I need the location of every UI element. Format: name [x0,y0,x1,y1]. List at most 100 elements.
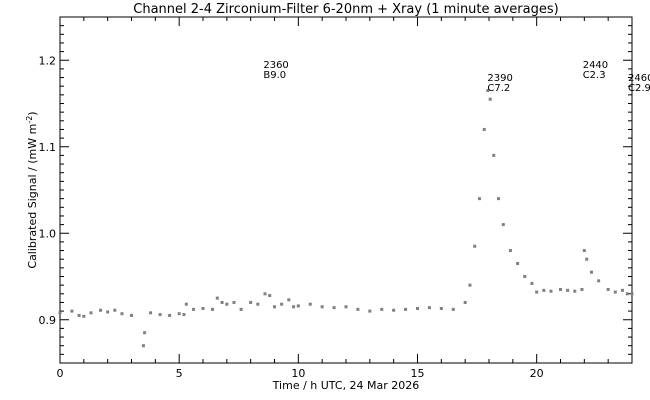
data-point [149,311,153,315]
data-point [380,307,384,311]
y-tick-label: 0.9 [39,314,57,327]
annotation-event-number: 2440 [583,60,608,71]
data-point [268,294,272,298]
data-point [82,314,86,318]
data-point [368,309,372,313]
data-point [191,307,195,311]
annotation-flare-class: C2.3 [583,70,606,81]
data-point [308,302,312,306]
data-point [404,307,408,311]
data-point [296,304,300,308]
annotation-event-number: 2460 [628,73,650,84]
data-point [439,307,443,311]
data-point [486,89,490,93]
data-point [630,292,634,296]
data-point [488,97,492,101]
data-point [516,262,520,266]
y-axis-label-superscript: -2 [25,116,34,124]
data-point [99,308,103,312]
x-tick-label: 5 [176,367,183,380]
data-point [220,300,224,304]
data-point [589,270,593,274]
y-tick-label: 1.0 [39,227,57,240]
x-tick-label: 15 [411,367,425,380]
chart-title: Channel 2-4 Zirconium-Filter 6-20nm + Xr… [133,2,558,17]
data-point [158,313,162,317]
data-point [168,313,172,317]
data-point [613,290,617,294]
data-point [508,249,512,253]
data-point [582,249,586,253]
data-point [344,305,348,309]
data-point [597,279,601,283]
data-point [535,290,539,294]
annotation-flare-class: C7.2 [487,83,510,94]
annotation-flare-class: B9.0 [263,70,286,81]
data-point [497,197,501,201]
data-point [523,275,527,278]
y-axis-label-close: ) [26,111,39,115]
data-point [143,331,147,335]
data-point [141,344,145,348]
data-point [566,288,570,292]
data-point [549,289,553,293]
x-tick-label: 0 [57,367,64,380]
annotation-event-number: 2390 [487,73,512,84]
annotation-flare-class: C2.9 [628,83,650,94]
y-axis-label-main: Calibrated Signal / (mW m [26,124,39,269]
data-point [320,305,324,309]
y-axis-ticks: 0.9 1.0 1.1 1.2 [39,16,632,364]
data-point [120,312,124,316]
data-point [482,127,486,131]
data-point [473,244,477,248]
data-point [463,300,467,304]
data-point [416,307,419,311]
x-axis-label: Time / h UTC, 24 Mar 2026 [272,379,420,392]
plot-frame [59,16,633,364]
data-point [201,307,205,311]
x-tick-label: 20 [530,367,544,380]
data-point [58,311,62,315]
data-point [585,257,589,261]
data-point [113,308,117,312]
data-point [620,288,624,292]
data-point [211,307,215,311]
data-point [530,281,534,285]
data-point [392,308,396,312]
y-tick-label: 1.2 [39,54,57,67]
data-point [332,306,336,310]
data-point [477,197,481,201]
data-point [249,300,253,304]
data-point [625,292,629,296]
data-point [273,305,276,309]
data-point [292,305,296,309]
x-axis-ticks: 0 5 10 15 20 [57,17,633,380]
data-point [184,302,188,306]
data-point [106,310,110,314]
y-tick-label: 1.1 [39,141,57,154]
x-tick-label: 10 [291,367,305,380]
data-point [492,153,496,157]
data-point [130,313,133,317]
data-point [182,313,186,317]
data-point [77,313,81,317]
data-point [89,311,93,315]
data-points [58,89,634,348]
data-point [501,223,505,227]
data-point [287,298,291,302]
data-point [542,288,546,292]
data-point [215,296,219,300]
data-point [225,302,229,306]
annotation-event-number: 2360 [263,60,288,71]
data-point [451,307,455,311]
data-point [356,307,360,311]
data-point [573,289,577,293]
data-point [232,300,236,304]
data-point [70,309,74,313]
data-point [427,306,431,310]
data-point [559,287,562,291]
data-point [239,307,243,311]
data-point [606,287,610,291]
